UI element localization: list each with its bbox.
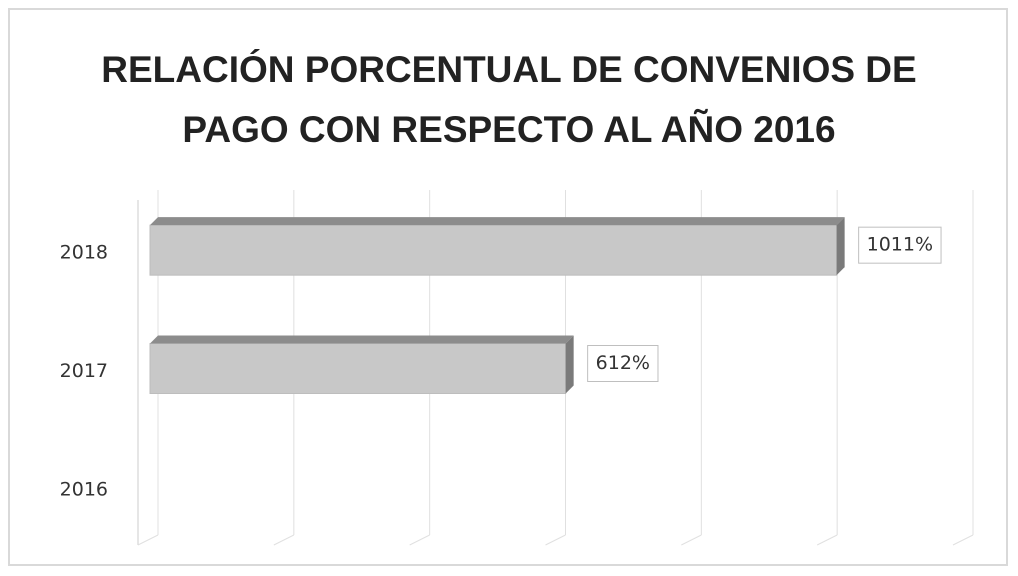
chart-frame bbox=[8, 8, 1008, 566]
y-tick-label: 2016 bbox=[60, 478, 108, 500]
bar-top bbox=[150, 217, 845, 226]
grid-floor bbox=[545, 534, 566, 546]
bar-side bbox=[565, 335, 574, 394]
grid-floor bbox=[137, 534, 159, 546]
bar bbox=[149, 343, 567, 394]
grid-floor bbox=[681, 534, 702, 546]
grid-floor bbox=[273, 534, 295, 546]
data-label: 1011% bbox=[867, 234, 933, 256]
grid-floor bbox=[816, 534, 838, 546]
bar-top bbox=[150, 335, 574, 344]
data-label: 612% bbox=[596, 352, 650, 374]
chart-title: RELACIÓN PORCENTUAL DE CONVENIOS DE PAGO… bbox=[101, 49, 917, 150]
y-tick-label: 2017 bbox=[60, 360, 108, 382]
y-tick-label: 2018 bbox=[60, 242, 108, 264]
bar bbox=[149, 224, 838, 276]
grid-floor bbox=[409, 534, 430, 546]
data-label-box bbox=[587, 345, 659, 382]
data-label-box bbox=[858, 226, 942, 264]
bar-side bbox=[836, 217, 845, 276]
grid-floor bbox=[952, 534, 974, 546]
